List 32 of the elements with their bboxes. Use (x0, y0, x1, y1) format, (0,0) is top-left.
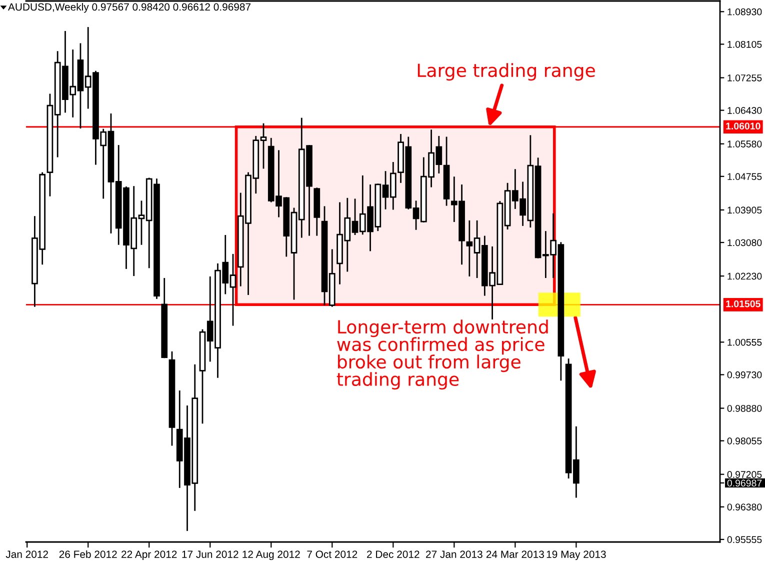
x-tick-label: 19 May 2013 (546, 550, 606, 560)
y-tick-label: 0.98880 (727, 404, 762, 412)
x-tick-label: 17 Jun 2012 (182, 550, 238, 558)
annotation: Longer-term downtrend was confirmed as price broke out from large trading range (336, 320, 548, 390)
ref-line-label: 1.06010 (726, 122, 760, 130)
y-tick-label: 1.07255 (728, 74, 762, 82)
y-tick-label: 0.96987 (727, 480, 762, 487)
x-tick-label: 27 Jan 2013 (426, 550, 482, 558)
annotation: Large trading range (418, 63, 595, 81)
y-tick-label: 0.97205 (727, 471, 762, 478)
y-tick-label: 1.04755 (728, 173, 762, 180)
x-tick-label: Jan 2012 (6, 550, 48, 558)
ref-line-label: 1.01505 (726, 300, 760, 308)
y-tick-label: 0.99730 (727, 371, 762, 378)
y-tick-label: 1.08930 (728, 8, 762, 16)
x-tick-label: 26 Feb 2012 (59, 550, 117, 558)
x-tick-label: 2 Dec 2012 (367, 550, 420, 558)
y-tick-label: 1.05580 (728, 140, 762, 148)
y-tick-label: 0.98055 (727, 438, 762, 444)
x-tick-label: 7 Oct 2012 (307, 550, 358, 558)
y-tick-label: 1.06430 (728, 107, 762, 114)
y-tick-label: 1.02230 (728, 272, 762, 280)
chart-title: AUDUSD,Weekly 0.97567 0.98420 0.96612 0.96987 (8, 3, 251, 13)
x-tick-label: 24 Mar 2013 (486, 550, 544, 558)
x-tick-label: 22 Apr 2012 (122, 550, 177, 560)
y-tick-label: 1.00555 (728, 338, 762, 346)
y-tick-label: 1.03905 (728, 206, 762, 214)
y-tick-label: 1.03080 (728, 239, 762, 246)
y-tick-label: 0.95555 (727, 536, 762, 544)
y-tick-label: 0.96380 (727, 504, 762, 510)
x-tick-label: 12 Aug 2012 (242, 550, 300, 560)
y-tick-label: 1.08105 (728, 40, 762, 48)
